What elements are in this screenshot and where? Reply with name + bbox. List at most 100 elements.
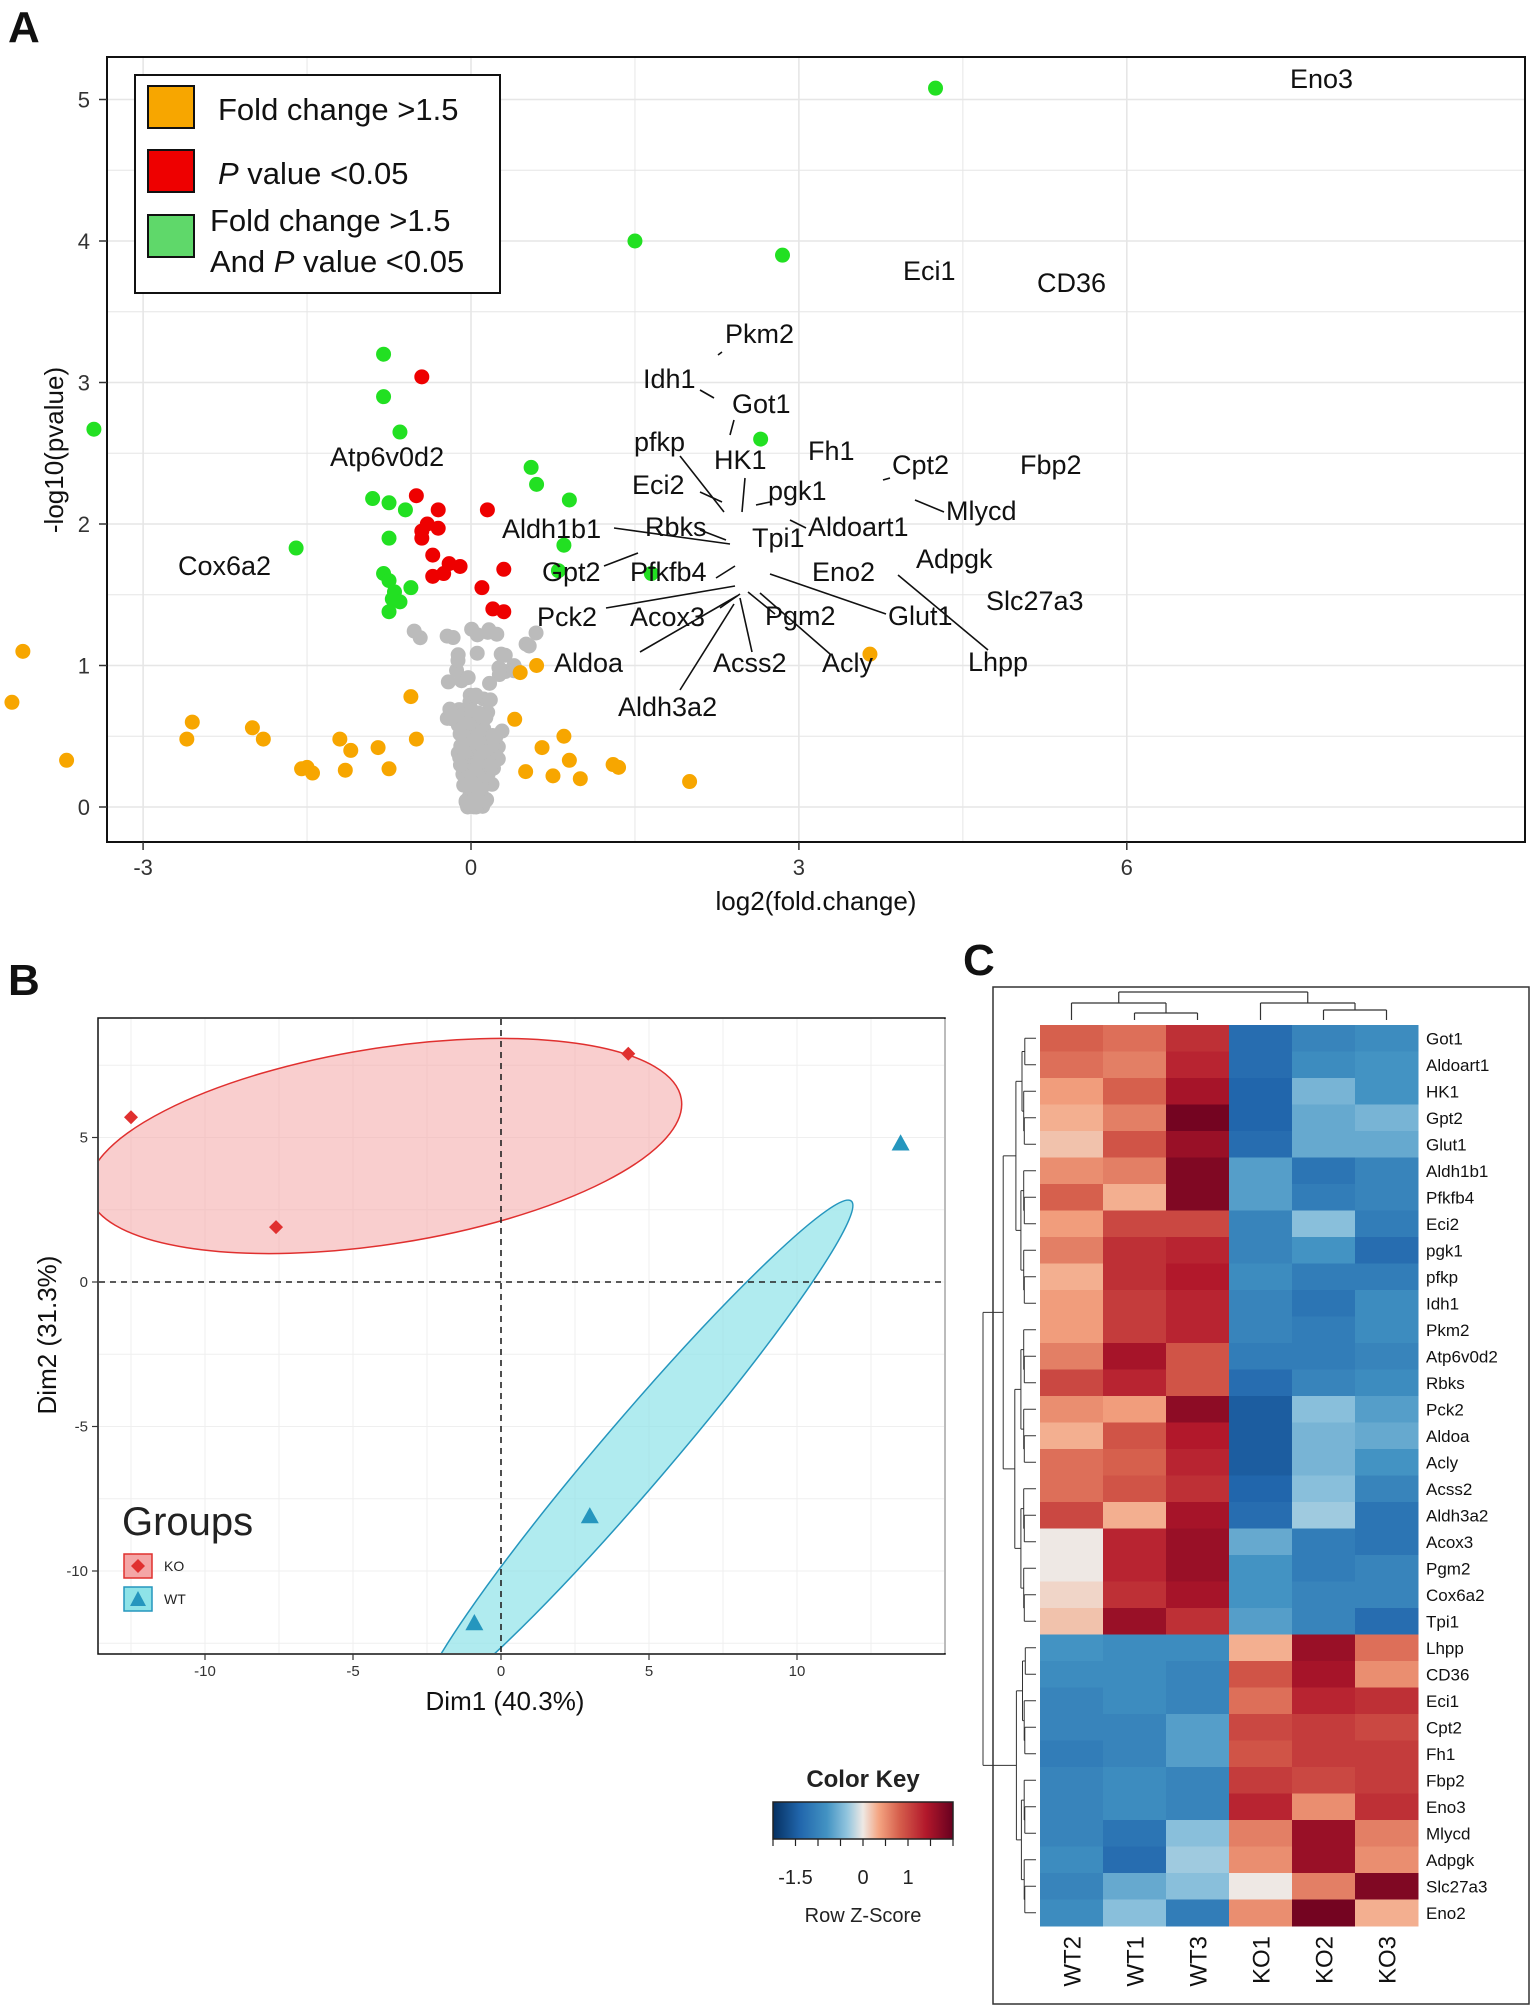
- heatmap-cell-aldh3a2-wt2: [1040, 1502, 1104, 1529]
- volcano-leader-acss2: [739, 597, 753, 653]
- heatmap-cell-acox3-ko1: [1229, 1528, 1293, 1556]
- heatmap-row-label-aldh1b1: Aldh1b1: [1426, 1162, 1488, 1181]
- heatmap-cell-aldh1b1-ko3: [1355, 1157, 1419, 1185]
- heatmap-cell-adpgk-wt2: [1040, 1846, 1104, 1874]
- heatmap-cell-eci2-wt1: [1103, 1210, 1167, 1238]
- heatmap-cell-cpt2-ko3: [1355, 1714, 1419, 1741]
- volcano-point-fbp2: [753, 431, 769, 447]
- volcano-point-cpt2: [529, 476, 545, 492]
- volcano-point-pkm2: [376, 346, 392, 362]
- pca-point-wt-1: [891, 1134, 910, 1151]
- heatmap-cell-glut1-wt3: [1166, 1131, 1230, 1158]
- heatmap-cell-eno2-ko1: [1229, 1899, 1293, 1927]
- heatmap-column-label-ko3: KO3: [1375, 1936, 1402, 1984]
- heatmap-cell-lhpp-wt1: [1103, 1634, 1167, 1662]
- volcano-legend: Fold change >1.5 P value <0.05 Fold chan…: [134, 74, 501, 294]
- heatmap-cell-eno2-ko2: [1292, 1899, 1356, 1927]
- panel-letter-a: A: [8, 3, 40, 52]
- heatmap-cell-eno3-wt3: [1166, 1793, 1230, 1821]
- heatmap-row-label-acss2: Acss2: [1426, 1480, 1472, 1499]
- heatmap-cell-fbp2-ko1: [1229, 1767, 1293, 1794]
- volcano-point-ns: [482, 692, 498, 708]
- pca-ellipse-ko: [99, 1037, 683, 1255]
- heatmap-cell-lhpp-ko1: [1229, 1634, 1293, 1662]
- volcano-label-tpi1: Tpi1: [752, 523, 805, 553]
- volcano-point-ns: [491, 660, 507, 676]
- pca-y-axis-title: Dim2 (31.3%): [32, 1256, 62, 1415]
- volcano-label-mlycd: Mlycd: [946, 496, 1017, 526]
- pca-ellipse-wt: [420, 1199, 854, 1653]
- heatmap-cell-lhpp-ko2: [1292, 1634, 1356, 1662]
- heatmap-row-label-cd36: CD36: [1426, 1665, 1469, 1684]
- volcano-label-eno2: Eno2: [812, 557, 875, 587]
- volcano-label-pgk1: pgk1: [768, 476, 827, 506]
- volcano-point-acss2: [392, 594, 408, 610]
- heatmap-cell-pfkp-ko2: [1292, 1263, 1356, 1291]
- volcano-point-ns: [482, 675, 498, 691]
- volcano-point-fold-change: [255, 731, 271, 747]
- volcano-point-ns: [469, 645, 485, 661]
- volcano-label-eci1: Eci1: [903, 256, 956, 286]
- heatmap-cell-idh1-wt2: [1040, 1290, 1104, 1317]
- volcano-label-aldh1b1: Aldh1b1: [502, 514, 601, 544]
- heatmap-cell-tpi1-wt2: [1040, 1608, 1104, 1635]
- pca-legend-ko-diamond: [131, 1559, 145, 1573]
- heatmap-cell-acly-wt3: [1166, 1449, 1230, 1476]
- heatmap-cell-aldoa-ko3: [1355, 1422, 1419, 1450]
- volcano-point-p-value: [479, 502, 495, 518]
- heatmap-cell-cd36-ko1: [1229, 1661, 1293, 1688]
- volcano-label-adpgk: Adpgk: [916, 544, 993, 574]
- volcano-point-fold-change: [15, 643, 31, 659]
- volcano-point-fold-change: [184, 714, 200, 730]
- volcano-point-fh1: [523, 459, 539, 475]
- color-key-xlabel: Row Z-Score: [805, 1905, 922, 1927]
- volcano-point-eci1: [627, 233, 643, 249]
- heatmap-cell-eno2-wt2: [1040, 1899, 1104, 1927]
- volcano-label-rbks: Rbks: [645, 512, 707, 542]
- heatmap-cell-idh1-wt3: [1166, 1290, 1230, 1317]
- volcano-y-tick-label: 5: [78, 88, 90, 113]
- heatmap-cell-acss2-ko1: [1229, 1475, 1293, 1503]
- heatmap-cell-slc27a3-ko3: [1355, 1873, 1419, 1900]
- heatmap-cell-fbp2-ko3: [1355, 1767, 1419, 1794]
- heatmap-cell-aldoa-wt3: [1166, 1422, 1230, 1450]
- heatmap-cells: [1040, 1025, 1419, 1927]
- pca-x-tick-label: 0: [497, 1663, 505, 1680]
- heatmap-cell-aldh3a2-wt1: [1103, 1502, 1167, 1529]
- heatmap-cell-acss2-ko3: [1355, 1475, 1419, 1503]
- heatmap-cell-slc27a3-ko1: [1229, 1873, 1293, 1900]
- volcano-label-acly: Acly: [822, 648, 874, 678]
- volcano-point-fold-change: [507, 711, 523, 727]
- heatmap-cell-aldoa-wt1: [1103, 1422, 1167, 1450]
- pca-legend: Groups KO WT: [122, 1500, 253, 1612]
- heatmap-cell-mlycd-ko1: [1229, 1820, 1293, 1847]
- legend-label-both-line2: And P value <0.05: [210, 244, 464, 279]
- volcano-point-ns: [450, 652, 466, 668]
- heatmap-cell-hk1-ko1: [1229, 1078, 1293, 1105]
- heatmap-column-label-ko2: KO2: [1312, 1936, 1339, 1984]
- heatmap-cell-acly-ko2: [1292, 1449, 1356, 1476]
- heatmap-cell-cd36-ko3: [1355, 1661, 1419, 1688]
- heatmap-cell-adpgk-ko1: [1229, 1846, 1293, 1874]
- volcano-leader-glut1: [769, 573, 887, 615]
- heatmap-cell-pgk1-ko3: [1355, 1237, 1419, 1264]
- legend-and: And: [210, 244, 274, 279]
- heatmap-row-label-eci2: Eci2: [1426, 1215, 1459, 1234]
- legend-box: [134, 74, 501, 294]
- volcano-point-aldoart1: [430, 502, 446, 518]
- pca-point-wt-3: [465, 1614, 484, 1631]
- heatmap-row-label-eno3: Eno3: [1426, 1798, 1466, 1817]
- heatmap-cell-aldoa-wt2: [1040, 1422, 1104, 1450]
- heatmap-cell-atp6v0d2-ko1: [1229, 1343, 1293, 1370]
- volcano-leader-hk1: [741, 477, 746, 513]
- heatmap-cell-cox6a2-ko3: [1355, 1581, 1419, 1609]
- legend-label-p-value: P value <0.05: [218, 156, 408, 191]
- volcano-label-cox6a2: Cox6a2: [178, 551, 271, 581]
- volcano-label-gpt2: Gpt2: [542, 557, 601, 587]
- heatmap-cell-pfkp-ko3: [1355, 1263, 1419, 1291]
- volcano-leader-idh1: [699, 389, 715, 399]
- heatmap-cell-fbp2-wt3: [1166, 1767, 1230, 1794]
- pca-plot: -10 -5 0 5 10 -10 -5 0 5 Dim1 (40.3%) Dim2 (31.3…: [32, 1017, 946, 1716]
- volcano-point-fold-change: [244, 720, 260, 736]
- heatmap-cell-slc27a3-wt2: [1040, 1873, 1104, 1900]
